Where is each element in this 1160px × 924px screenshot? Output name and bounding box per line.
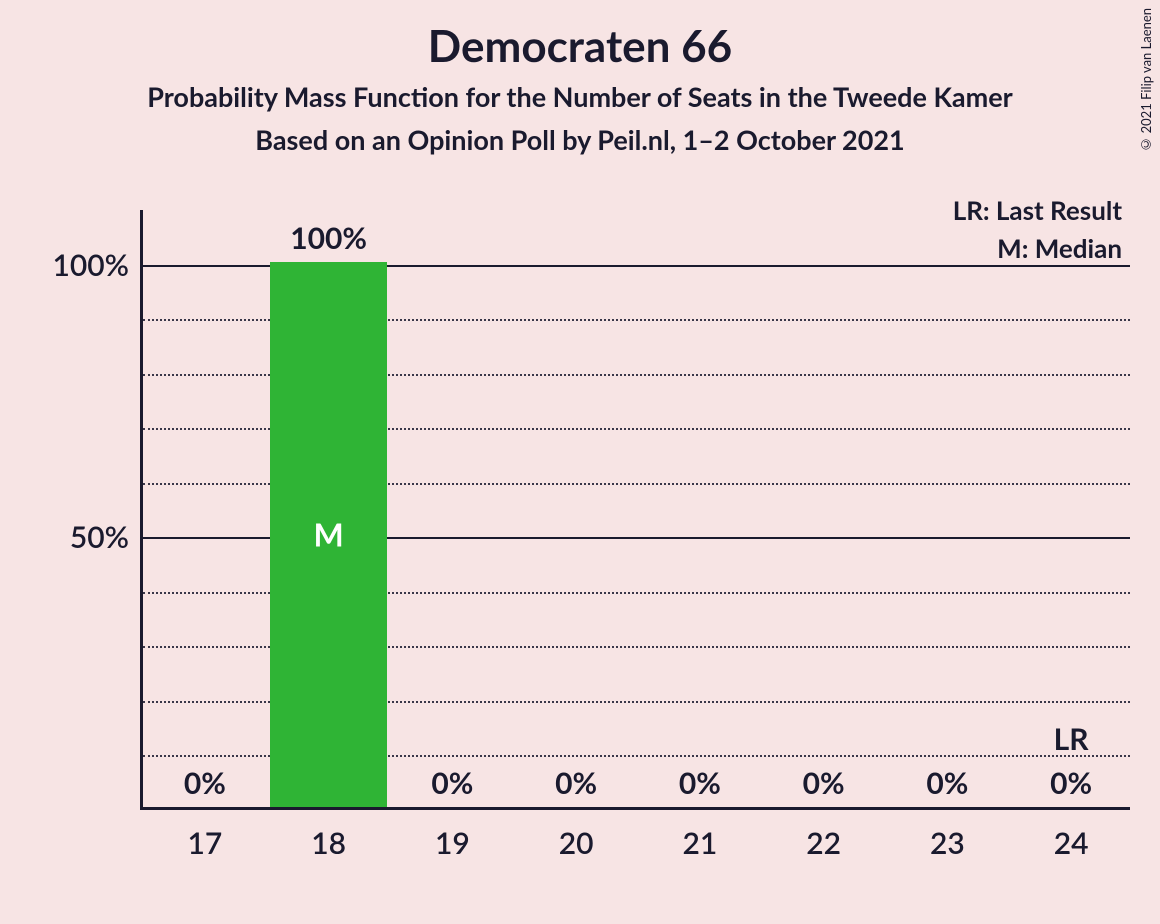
bar-value-label: 0% bbox=[803, 765, 845, 801]
x-tick-label: 18 bbox=[311, 825, 346, 861]
copyright-text: © 2021 Filip van Laenen bbox=[1138, 8, 1154, 153]
bar-value-label: 0% bbox=[926, 765, 968, 801]
bar-value-label: 0% bbox=[555, 765, 597, 801]
last-result-marker: LR bbox=[1054, 721, 1089, 757]
bar-value-label: 0% bbox=[1050, 765, 1092, 801]
y-tick-label: 50% bbox=[70, 519, 129, 555]
x-tick-label: 17 bbox=[187, 825, 222, 861]
legend-lr: LR: Last Result bbox=[953, 194, 1122, 226]
x-tick-label: 21 bbox=[682, 825, 717, 861]
chart-titles: Democraten 66 Probability Mass Function … bbox=[0, 0, 1160, 156]
median-marker: M bbox=[314, 515, 344, 554]
legend-m: M: Median bbox=[997, 232, 1122, 264]
pmf-bar-chart: LR: Last Result M: Median 50% 100% 0% 17 100… bbox=[40, 180, 1130, 880]
chart-subtitle-2: Based on an Opinion Poll by Peil.nl, 1–2… bbox=[0, 123, 1160, 156]
bar-value-label: 0% bbox=[184, 765, 226, 801]
x-tick-label: 24 bbox=[1054, 825, 1089, 861]
chart-subtitle-1: Probability Mass Function for the Number… bbox=[0, 80, 1160, 113]
plot-area: LR: Last Result M: Median 50%100%0%17100… bbox=[140, 210, 1130, 810]
x-tick-label: 20 bbox=[559, 825, 594, 861]
x-tick-label: 19 bbox=[435, 825, 470, 861]
bar-value-label: 0% bbox=[431, 765, 473, 801]
chart-title: Democraten 66 bbox=[0, 20, 1160, 72]
y-tick-label: 100% bbox=[52, 247, 129, 283]
x-tick-label: 22 bbox=[806, 825, 841, 861]
bar-value-label: 0% bbox=[679, 765, 721, 801]
x-tick-label: 23 bbox=[930, 825, 965, 861]
bar: 100%M bbox=[270, 262, 388, 807]
bar-value-label: 100% bbox=[290, 220, 367, 256]
